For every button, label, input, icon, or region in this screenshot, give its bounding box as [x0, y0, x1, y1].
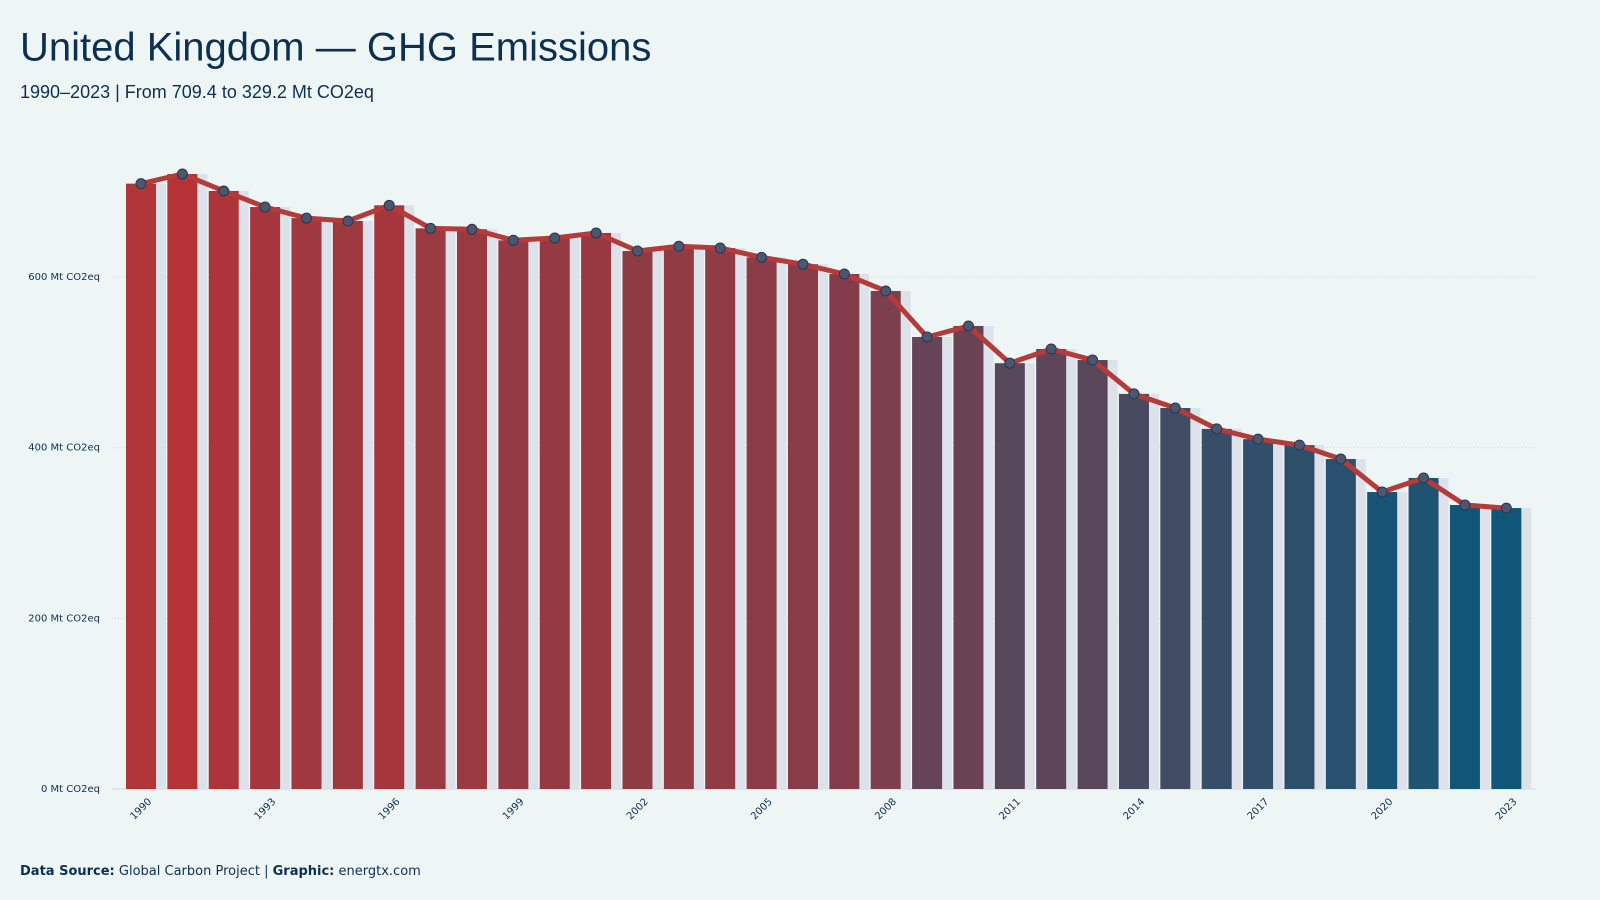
bar [539, 238, 570, 789]
source-note: Data Source: Global Carbon Project | Gra… [20, 864, 421, 879]
bar [1201, 428, 1232, 789]
source-label: Data Source: [20, 864, 115, 879]
bar [291, 218, 322, 789]
marker [1004, 357, 1016, 369]
marker [631, 245, 643, 257]
bar [1284, 445, 1315, 789]
y-tick-label: 200 Mt CO2eq [28, 613, 100, 624]
marker [549, 232, 561, 244]
trend-line [140, 171, 1507, 511]
marker [1376, 486, 1388, 498]
x-tick-label: 1990 [128, 796, 154, 822]
bar [1118, 393, 1149, 789]
marker [300, 212, 312, 224]
bar [829, 274, 860, 790]
bar [456, 229, 487, 790]
marker [1459, 499, 1471, 511]
bar [787, 264, 818, 789]
bar [1243, 439, 1274, 789]
graphic-label: Graphic: [273, 864, 335, 879]
bar [1491, 508, 1522, 789]
marker [135, 178, 147, 190]
bar [912, 336, 943, 789]
bar [167, 174, 198, 789]
marker [673, 240, 685, 252]
marker [466, 223, 478, 235]
bar [374, 205, 405, 789]
chart-title: United Kingdom — GHG Emissions [20, 26, 651, 70]
bar [746, 257, 777, 790]
marker [962, 320, 974, 332]
y-tick-label: 400 Mt CO2eq [28, 443, 100, 454]
bar [1449, 505, 1480, 789]
bar [332, 221, 363, 789]
x-tick-label: 1999 [501, 796, 527, 822]
marker [838, 268, 850, 280]
bar [994, 363, 1025, 789]
bar [208, 190, 239, 789]
chart-subtitle: 1990–2023 | From 709.4 to 329.2 Mt CO2eq [20, 82, 374, 102]
x-tick-label: 2023 [1494, 796, 1520, 822]
marker [1252, 433, 1264, 445]
marker [507, 234, 519, 246]
bar [498, 240, 529, 790]
x-tick-label: 2020 [1370, 796, 1396, 822]
bar [1367, 492, 1398, 789]
x-tick-label: 1996 [377, 796, 403, 822]
marker [880, 285, 892, 297]
marker [383, 199, 395, 211]
bar [1408, 477, 1439, 789]
bar [415, 228, 446, 790]
marker [1211, 423, 1223, 435]
x-tick-label: 1993 [253, 796, 279, 822]
marker [1418, 472, 1430, 484]
marker [342, 215, 354, 227]
marker [1087, 354, 1099, 366]
marker [797, 258, 809, 270]
x-tick-label: 2005 [749, 796, 775, 822]
x-tick-label: 2014 [1121, 796, 1147, 822]
marker [218, 185, 230, 197]
bar [1160, 407, 1191, 789]
marker [176, 168, 188, 180]
marker [1335, 453, 1347, 465]
x-tick-label: 2017 [1246, 796, 1272, 822]
x-tick-label: 2002 [625, 796, 651, 822]
bar [705, 247, 736, 789]
marker [1128, 388, 1140, 400]
bar [1077, 360, 1108, 789]
marker [1293, 439, 1305, 451]
source: Global Carbon Project | [119, 864, 269, 879]
marker [1169, 402, 1181, 414]
y-tick-label: 0 Mt CO2eq [41, 784, 100, 795]
bar [663, 246, 694, 789]
bar [250, 207, 281, 789]
bar [953, 325, 984, 789]
marker [1500, 502, 1512, 514]
marker [921, 331, 933, 343]
marker [714, 242, 726, 254]
marker [425, 222, 437, 234]
bar [622, 250, 653, 789]
graphic: energtx.com [339, 864, 421, 879]
x-tick-label: 2008 [873, 796, 899, 822]
bar [1325, 459, 1356, 789]
bar [870, 290, 901, 789]
marker [590, 227, 602, 239]
bar [581, 232, 612, 789]
y-tick-label: 600 Mt CO2eq [28, 272, 100, 283]
marker [1045, 343, 1057, 355]
marker [756, 251, 768, 263]
marker [259, 201, 271, 213]
bar [125, 183, 156, 790]
bar [1036, 349, 1067, 789]
x-tick-label: 2011 [997, 796, 1023, 822]
